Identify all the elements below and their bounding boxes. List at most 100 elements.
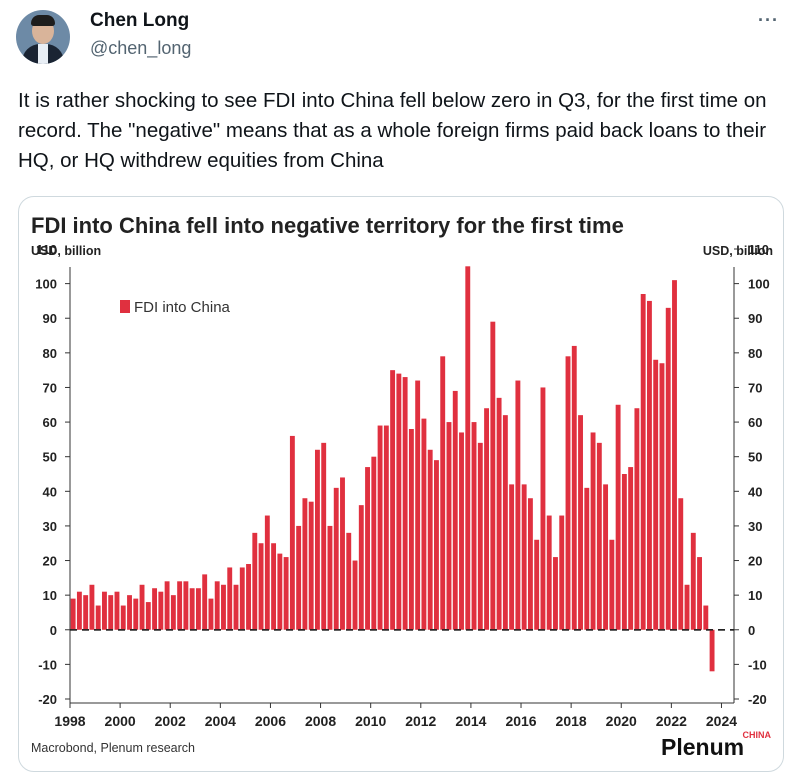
y-tick-label-left: 0 — [50, 623, 57, 638]
y-tick-label-right: 0 — [748, 623, 755, 638]
bar — [108, 595, 114, 630]
bar — [672, 280, 677, 630]
x-tick-label: 2004 — [205, 713, 236, 729]
bar — [697, 557, 702, 630]
y-tick-label-right: 70 — [748, 380, 762, 395]
avatar-shirt — [38, 44, 48, 64]
bar — [208, 598, 214, 630]
bar — [177, 581, 183, 630]
bar — [477, 442, 483, 630]
y-tick-label-right: 80 — [748, 346, 762, 361]
tweet-text: It is rather shocking to see FDI into Ch… — [18, 89, 767, 172]
bar — [434, 460, 439, 630]
bar — [358, 505, 364, 630]
x-tick-label: 2022 — [656, 713, 687, 729]
y-tick-label-left: -10 — [38, 657, 57, 672]
bar — [164, 581, 170, 630]
bar — [189, 588, 195, 630]
bar — [321, 442, 327, 630]
author-avatar[interactable] — [16, 10, 70, 64]
y-tick-label-right: 30 — [748, 519, 762, 534]
author-name[interactable]: Chen Long — [90, 10, 190, 31]
bar — [390, 370, 396, 630]
y-tick-label-right: 40 — [748, 484, 762, 499]
y-axis-label-left: USD, billion — [31, 244, 101, 258]
bar — [646, 300, 652, 630]
bar — [371, 456, 377, 630]
more-options-icon[interactable]: ··· — [758, 10, 779, 30]
plenum-logo-sub: CHINA — [743, 730, 772, 740]
bar — [496, 397, 502, 630]
y-tick-label-right: -10 — [748, 657, 767, 672]
bar — [659, 363, 665, 630]
y-tick-label-right: 50 — [748, 450, 762, 465]
bar — [289, 435, 295, 630]
bar — [195, 588, 201, 630]
y-tick-label-left: 90 — [43, 311, 57, 326]
bar — [452, 390, 458, 630]
bar — [170, 595, 176, 630]
bar — [327, 525, 333, 630]
avatar-hair — [31, 15, 55, 26]
bar — [590, 432, 596, 630]
bar — [521, 484, 527, 630]
bar — [446, 422, 452, 630]
x-tick-label: 2002 — [155, 713, 186, 729]
y-tick-label-left: 10 — [43, 588, 57, 603]
bar — [465, 266, 471, 630]
bar — [459, 432, 464, 630]
y-tick-label-left: 50 — [43, 450, 57, 465]
bar — [596, 442, 602, 630]
bar — [246, 564, 251, 630]
chart-card[interactable]: FDI into China fell into negative territ… — [18, 196, 784, 772]
y-tick-label-right: 20 — [748, 554, 762, 569]
bar — [515, 380, 521, 630]
bar — [383, 425, 389, 630]
bar — [527, 498, 533, 630]
bar — [559, 515, 565, 630]
bar — [546, 515, 552, 630]
bar — [346, 532, 352, 630]
bar — [158, 591, 164, 630]
plenum-logo: Plenum — [661, 734, 744, 760]
bar — [352, 560, 358, 630]
bar — [227, 567, 233, 630]
x-tick-label: 2014 — [455, 713, 486, 729]
author-handle[interactable]: @chen_long — [90, 38, 192, 58]
bar — [308, 501, 314, 630]
bar — [553, 557, 558, 630]
source-note: Macrobond, Plenum research — [31, 741, 195, 755]
bar — [534, 539, 540, 630]
bar — [252, 532, 258, 630]
y-tick-label-left: 60 — [43, 415, 57, 430]
bar — [640, 294, 646, 630]
bar — [621, 474, 627, 630]
bar — [233, 584, 239, 630]
bar — [183, 581, 189, 630]
bar — [402, 377, 408, 630]
x-tick-label: 2006 — [255, 713, 286, 729]
legend-label: FDI into China — [134, 299, 231, 316]
bar — [578, 415, 583, 630]
bar — [421, 418, 427, 630]
bar — [76, 591, 82, 630]
bar — [152, 588, 158, 630]
bar — [333, 487, 339, 630]
bar — [102, 591, 107, 630]
bar — [396, 373, 402, 630]
y-tick-label-right: 10 — [748, 588, 762, 603]
fdi-chart: FDI into China fell into negative territ… — [31, 213, 773, 760]
bar — [70, 598, 76, 630]
y-axis-label-right: USD, billion — [703, 244, 773, 258]
bar — [302, 498, 308, 630]
y-tick-label-left: 80 — [43, 346, 57, 361]
chart-title: FDI into China fell into negative territ… — [31, 213, 624, 238]
bar — [509, 484, 515, 630]
x-tick-label: 1998 — [54, 713, 85, 729]
bar — [615, 404, 621, 630]
bar — [565, 356, 571, 630]
x-tick-label: 2018 — [556, 713, 587, 729]
y-tick-label-right: 100 — [748, 277, 770, 292]
bar — [139, 584, 145, 630]
bar — [202, 574, 208, 630]
